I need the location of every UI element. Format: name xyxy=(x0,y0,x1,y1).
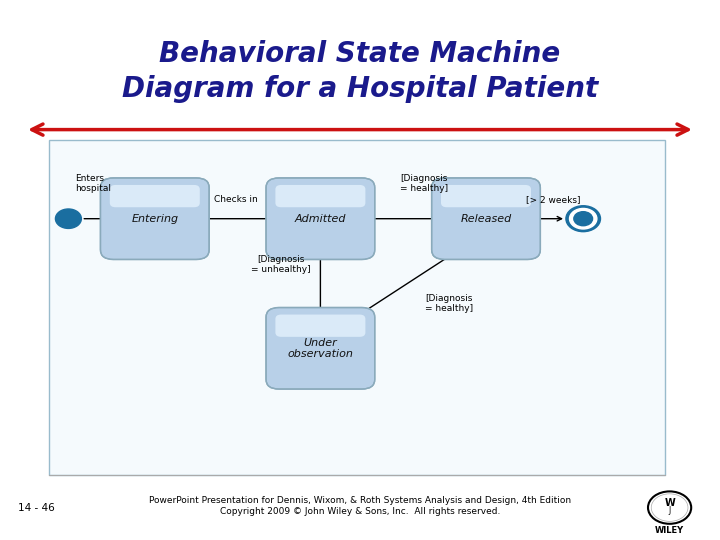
Text: PowerPoint Presentation for Dennis, Wixom, & Roth Systems Analysis and Design, 4: PowerPoint Presentation for Dennis, Wixo… xyxy=(149,496,571,505)
Text: J: J xyxy=(668,507,671,515)
FancyBboxPatch shape xyxy=(49,140,665,475)
Text: [Diagnosis
= unhealthy]: [Diagnosis = unhealthy] xyxy=(251,255,310,274)
Circle shape xyxy=(570,208,597,229)
Text: [> 2 weeks]: [> 2 weeks] xyxy=(526,195,580,204)
FancyBboxPatch shape xyxy=(109,185,199,207)
Text: W: W xyxy=(665,498,675,508)
Text: Checks in: Checks in xyxy=(215,195,258,204)
Text: Behavioral State Machine: Behavioral State Machine xyxy=(159,40,561,68)
Circle shape xyxy=(648,491,691,524)
FancyBboxPatch shape xyxy=(101,178,209,260)
Text: Enters
hospital: Enters hospital xyxy=(76,174,112,193)
Circle shape xyxy=(55,209,81,228)
FancyBboxPatch shape xyxy=(275,185,366,207)
FancyBboxPatch shape xyxy=(266,178,374,260)
Text: Entering: Entering xyxy=(131,214,179,224)
Circle shape xyxy=(566,206,600,232)
FancyBboxPatch shape xyxy=(275,314,366,337)
Text: Copyright 2009 © John Wiley & Sons, Inc.  All rights reserved.: Copyright 2009 © John Wiley & Sons, Inc.… xyxy=(220,508,500,516)
Text: Released: Released xyxy=(460,214,512,224)
Text: Under
observation: Under observation xyxy=(287,338,354,359)
FancyBboxPatch shape xyxy=(441,185,531,207)
Text: WILEY: WILEY xyxy=(655,526,684,535)
FancyBboxPatch shape xyxy=(266,308,374,389)
Text: Diagram for a Hospital Patient: Diagram for a Hospital Patient xyxy=(122,75,598,103)
FancyBboxPatch shape xyxy=(432,178,540,260)
Text: [Diagnosis
= healthy]: [Diagnosis = healthy] xyxy=(425,294,473,313)
Circle shape xyxy=(574,212,593,226)
Text: Admitted: Admitted xyxy=(294,214,346,224)
Text: 14 - 46: 14 - 46 xyxy=(18,503,55,512)
Text: [Diagnosis
= healthy]: [Diagnosis = healthy] xyxy=(400,174,449,193)
